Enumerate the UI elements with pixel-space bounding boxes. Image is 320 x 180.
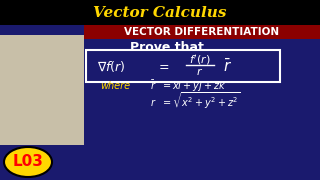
Bar	[0, 0, 320, 25]
Ellipse shape	[4, 147, 52, 177]
Text: $r$: $r$	[196, 66, 204, 76]
Bar	[0, 35, 84, 145]
Text: L03: L03	[12, 154, 44, 170]
Text: where: where	[100, 81, 130, 91]
Text: Prove that: Prove that	[130, 40, 204, 53]
Text: $\nabla f(r)$: $\nabla f(r)$	[97, 58, 126, 73]
Bar	[84, 25, 320, 39]
Text: $=$: $=$	[156, 60, 170, 73]
Text: Vector Calculus: Vector Calculus	[93, 6, 227, 20]
Text: $\bar{r}$: $\bar{r}$	[223, 57, 233, 75]
Text: $r$  $= \sqrt{x^2+y^2+z^2}$: $r$ $= \sqrt{x^2+y^2+z^2}$	[150, 91, 241, 111]
Text: $f'(r)$: $f'(r)$	[189, 53, 211, 67]
FancyBboxPatch shape	[86, 50, 280, 82]
Text: $\bar{r}$  $= xi + yj + zk$: $\bar{r}$ $= xi + yj + zk$	[150, 78, 226, 94]
Text: VECTOR DIFFERENTIATION: VECTOR DIFFERENTIATION	[124, 27, 280, 37]
